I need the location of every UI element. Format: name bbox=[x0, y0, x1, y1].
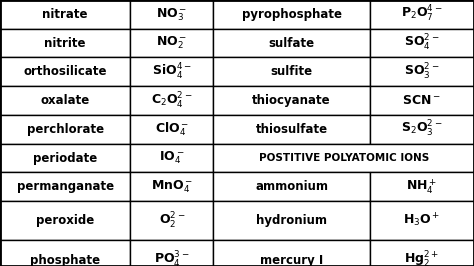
Text: thiosulfate: thiosulfate bbox=[255, 123, 328, 136]
Bar bbox=[130, 201, 213, 240]
Text: peroxide: peroxide bbox=[36, 214, 94, 227]
Bar bbox=[213, 0, 370, 29]
Text: SO$_4^{2-}$: SO$_4^{2-}$ bbox=[404, 33, 439, 53]
Bar bbox=[130, 144, 213, 172]
Bar bbox=[370, 115, 474, 144]
Text: thiocyanate: thiocyanate bbox=[252, 94, 331, 107]
Text: NO$_3^-$: NO$_3^-$ bbox=[156, 6, 188, 23]
Text: POSTITIVE POLYATOMIC IONS: POSTITIVE POLYATOMIC IONS bbox=[258, 153, 429, 163]
Text: SiO$_4^{4-}$: SiO$_4^{4-}$ bbox=[152, 62, 191, 82]
Text: NO$_2^-$: NO$_2^-$ bbox=[156, 35, 188, 51]
Bar bbox=[0, 201, 130, 240]
Text: nitrite: nitrite bbox=[45, 37, 86, 49]
Text: Hg$_2^{2+}$: Hg$_2^{2+}$ bbox=[404, 250, 439, 266]
Text: pyrophosphate: pyrophosphate bbox=[242, 8, 341, 21]
Text: SO$_3^{2-}$: SO$_3^{2-}$ bbox=[404, 62, 439, 82]
Bar bbox=[213, 57, 370, 86]
Bar bbox=[370, 29, 474, 57]
Text: mercury I: mercury I bbox=[260, 254, 323, 266]
Text: SCN$^-$: SCN$^-$ bbox=[402, 94, 441, 107]
Bar bbox=[213, 86, 370, 115]
Bar bbox=[213, 172, 370, 201]
Bar bbox=[213, 144, 474, 172]
Text: sulfate: sulfate bbox=[268, 37, 315, 49]
Text: periodate: periodate bbox=[33, 152, 97, 164]
Bar bbox=[370, 0, 474, 29]
Text: perchlorate: perchlorate bbox=[27, 123, 104, 136]
Bar bbox=[0, 240, 130, 266]
Text: O$_2^{2-}$: O$_2^{2-}$ bbox=[159, 211, 185, 231]
Text: nitrate: nitrate bbox=[43, 8, 88, 21]
Text: P$_2$O$_7^{4-}$: P$_2$O$_7^{4-}$ bbox=[401, 4, 443, 24]
Bar bbox=[0, 172, 130, 201]
Bar bbox=[130, 86, 213, 115]
Text: PO$_4^{3-}$: PO$_4^{3-}$ bbox=[154, 250, 190, 266]
Text: ClO$_4^-$: ClO$_4^-$ bbox=[155, 120, 189, 138]
Bar bbox=[130, 115, 213, 144]
Text: H$_3$O$^+$: H$_3$O$^+$ bbox=[403, 212, 440, 230]
Bar bbox=[0, 29, 130, 57]
Bar bbox=[0, 86, 130, 115]
Bar bbox=[0, 0, 130, 29]
Text: phosphate: phosphate bbox=[30, 254, 100, 266]
Bar bbox=[370, 86, 474, 115]
Bar bbox=[370, 201, 474, 240]
Bar bbox=[0, 144, 130, 172]
Bar bbox=[130, 240, 213, 266]
Text: IO$_4^-$: IO$_4^-$ bbox=[159, 150, 184, 166]
Text: hydronium: hydronium bbox=[256, 214, 327, 227]
Text: S$_2$O$_3^{2-}$: S$_2$O$_3^{2-}$ bbox=[401, 119, 443, 139]
Bar bbox=[213, 115, 370, 144]
Text: C$_2$O$_4^{2-}$: C$_2$O$_4^{2-}$ bbox=[151, 90, 192, 111]
Text: oxalate: oxalate bbox=[41, 94, 90, 107]
Bar bbox=[130, 172, 213, 201]
Text: ammonium: ammonium bbox=[255, 180, 328, 193]
Bar bbox=[130, 0, 213, 29]
Bar bbox=[130, 29, 213, 57]
Bar bbox=[0, 115, 130, 144]
Bar bbox=[370, 240, 474, 266]
Bar bbox=[213, 201, 370, 240]
Text: NH$_4^+$: NH$_4^+$ bbox=[407, 177, 437, 196]
Bar bbox=[370, 172, 474, 201]
Text: permanganate: permanganate bbox=[17, 180, 114, 193]
Bar bbox=[213, 240, 370, 266]
Text: sulfite: sulfite bbox=[271, 65, 312, 78]
Text: MnO$_4^-$: MnO$_4^-$ bbox=[151, 178, 193, 195]
Text: orthosilicate: orthosilicate bbox=[23, 65, 107, 78]
Bar bbox=[370, 57, 474, 86]
Bar bbox=[130, 57, 213, 86]
Bar bbox=[0, 57, 130, 86]
Bar bbox=[213, 29, 370, 57]
